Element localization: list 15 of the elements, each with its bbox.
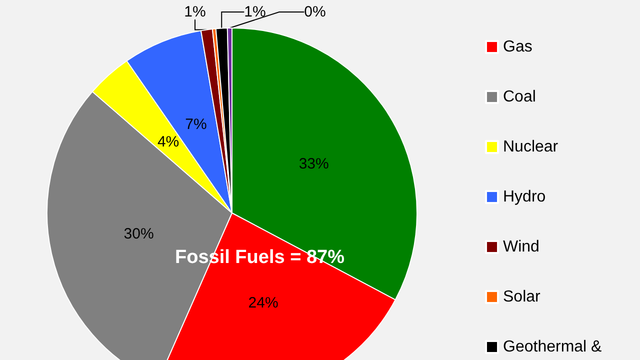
data-label: 1% (244, 4, 266, 20)
data-label: 4% (157, 133, 180, 150)
legend-label: Hydro (503, 188, 546, 206)
legend-label: Solar (503, 288, 542, 306)
data-label: 30% (124, 225, 154, 242)
data-label: 7% (185, 116, 207, 134)
legend-label: Wind (503, 238, 540, 256)
legend-label: Geothermal & (503, 338, 602, 356)
data-label: 1% (184, 4, 206, 20)
legend-label: Nuclear (503, 138, 559, 156)
legend-label: Coal (503, 88, 536, 106)
legend-label: Gas (503, 38, 532, 56)
data-label: 24% (248, 294, 278, 312)
data-label: 0% (304, 4, 326, 20)
data-label: 33% (298, 155, 329, 172)
